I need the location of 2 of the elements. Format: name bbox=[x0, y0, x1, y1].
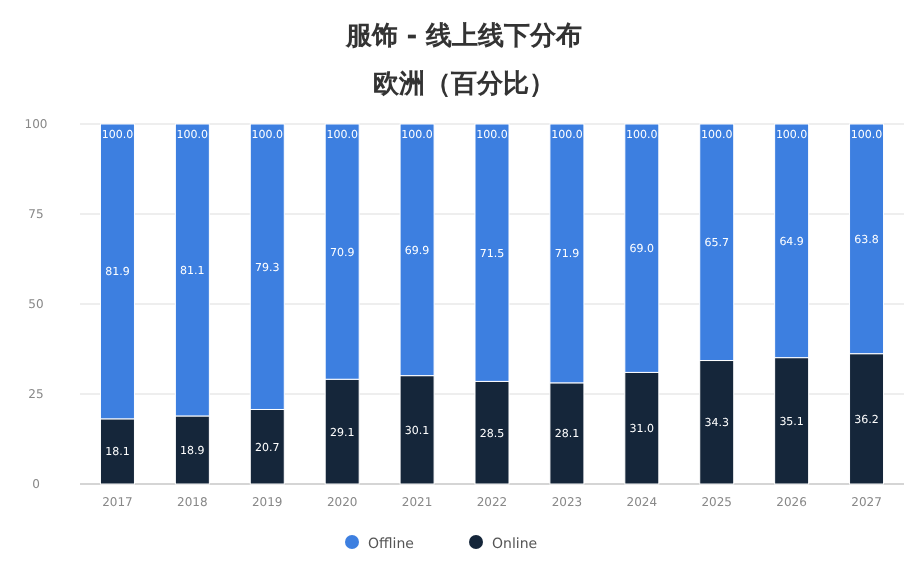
chart-title: 服饰 - 线上线下分布 bbox=[343, 22, 583, 52]
chart-subtitle: 欧洲（百分比） bbox=[373, 70, 555, 100]
